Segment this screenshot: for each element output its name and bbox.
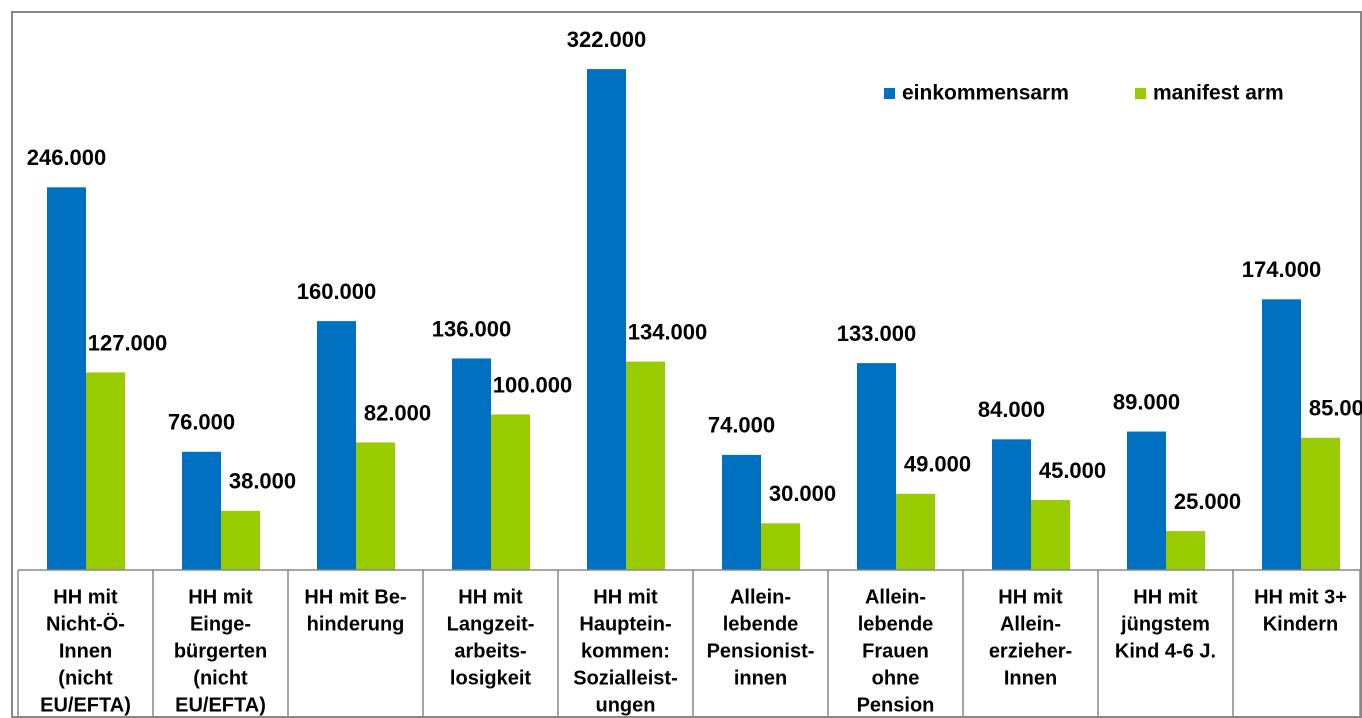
x-tick-label: HH mit 3+ [1254,586,1347,608]
x-tick-label: ohne [872,667,920,689]
bar [896,493,935,570]
x-tick-label: lebende [858,613,934,635]
bar [1262,299,1301,570]
bar [221,510,260,570]
x-tick-label: HH mit [53,586,118,608]
value-label: 45.000 [1039,458,1106,483]
x-tick-label: Frauen [862,640,929,662]
bar [761,523,800,570]
x-tick-label: Pensionist- [707,640,815,662]
x-tick-label: Langzeit- [447,613,535,635]
x-tick-label: Hauptein- [579,613,671,635]
x-tick-label: Nicht-Ö- [46,612,125,635]
x-tick-label: hinderung [307,613,405,635]
bar [626,361,665,570]
value-label: 133.000 [837,321,917,346]
bar [47,187,86,571]
x-tick-label: losigkeit [450,667,531,689]
value-label: 136.000 [432,316,512,341]
x-tick-label: bürgerten [174,640,267,662]
bar [587,69,626,570]
bar [1301,437,1340,570]
x-tick-label: (nicht [58,667,113,689]
x-tick-label: erzieher- [989,640,1072,662]
value-label: 89.000 [1113,389,1180,414]
bar [317,321,356,570]
x-tick-label: HH mit Be- [304,586,406,608]
value-label: 160.000 [297,279,377,304]
value-label: 82.000 [364,400,431,425]
bar [1031,500,1070,570]
value-label: 174.000 [1242,257,1322,282]
bar [356,442,395,570]
x-tick-label: HH mit [458,586,523,608]
x-tick-label: Innen [59,640,112,662]
legend-label: manifest arm [1153,82,1284,105]
x-tick-label: Sozialleist- [573,667,677,689]
value-label: 127.000 [88,330,168,355]
x-tick-label: kommen: [581,640,670,662]
value-label: 100.000 [493,372,573,397]
bar [992,439,1031,570]
x-tick-label: Pension [857,694,935,716]
x-tick-label: (nicht [193,667,248,689]
x-tick-label: EU/EFTA) [40,694,131,716]
x-tick-label: HH mit [1133,586,1198,608]
x-tick-label: Kind 4-6 J. [1115,640,1216,662]
value-label: 246.000 [27,145,107,170]
x-tick-label: innen [734,667,787,689]
x-tick-label: EU/EFTA) [175,694,266,716]
x-tick-label: ungen [596,694,656,716]
bar [452,358,491,570]
value-label: 85.000 [1309,396,1362,421]
legend-label: einkommensarm [902,82,1069,105]
value-label: 134.000 [628,319,708,344]
value-label: 76.000 [168,410,235,435]
x-tick-label: arbeits- [454,640,526,662]
value-label: 30.000 [769,481,836,506]
x-tick-label: jüngstem [1120,613,1210,635]
x-tick-label: Einge- [190,613,251,635]
x-tick-label: Allein- [730,586,791,608]
legend-swatch [884,88,895,99]
x-tick-label: Allein- [865,586,926,608]
x-tick-label: lebende [723,613,799,635]
value-label: 84.000 [978,397,1045,422]
value-label: 38.000 [229,469,296,494]
x-tick-label: Kindern [1263,613,1339,635]
value-label: 74.000 [708,413,775,438]
bar [182,451,221,570]
bar [722,454,761,570]
value-label: 49.000 [904,452,971,477]
x-tick-label: Innen [1004,667,1057,689]
bar [1166,531,1205,570]
bar [491,414,530,570]
value-label: 322.000 [567,27,647,52]
frame [11,11,1362,718]
value-label: 25.000 [1174,489,1241,514]
x-tick-label: HH mit [998,586,1063,608]
x-tick-label: Allein- [1000,613,1061,635]
bar [86,372,125,570]
legend-swatch [1135,88,1146,99]
x-tick-label: HH mit [188,586,253,608]
bar [857,363,896,570]
x-tick-label: HH mit [593,586,658,608]
bar [1127,431,1166,570]
